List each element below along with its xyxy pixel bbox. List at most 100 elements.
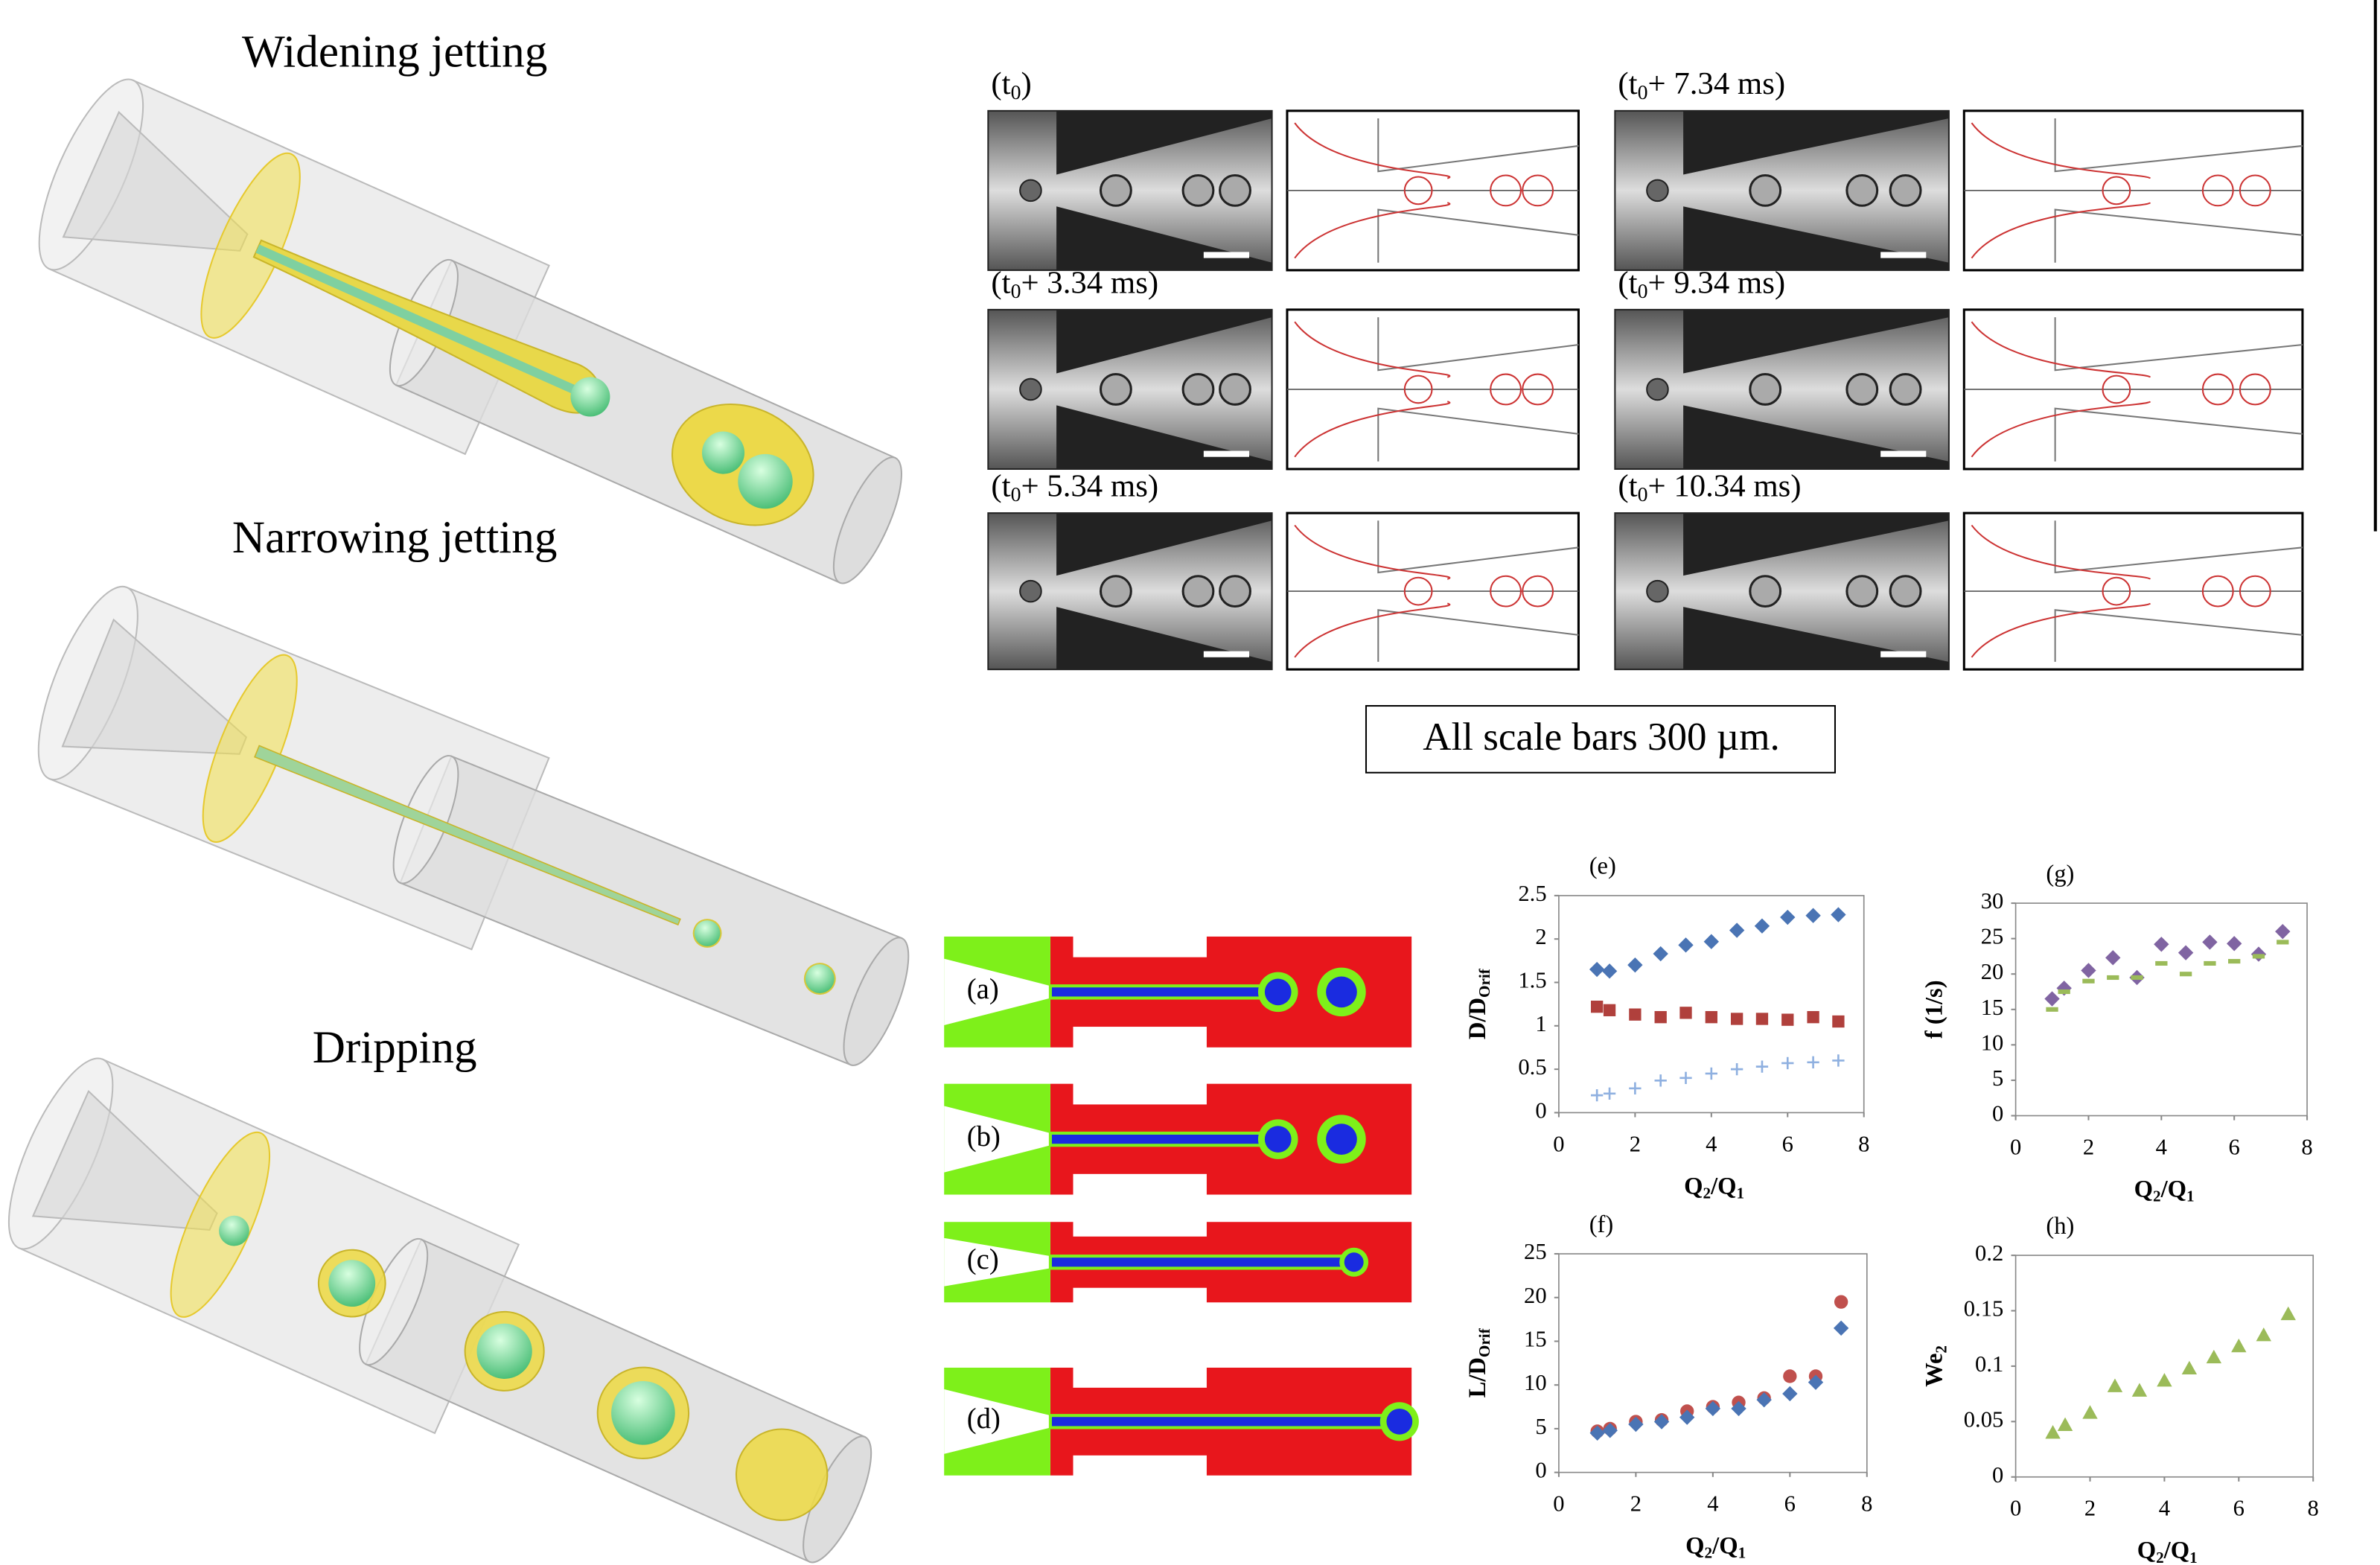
drop (1265, 978, 1292, 1005)
jet (1050, 986, 1278, 998)
text-part: We (1921, 1354, 1948, 1387)
x-tick-label: 6 (1784, 1491, 1796, 1517)
panel-label: (b) (967, 1121, 1001, 1153)
data-point (1655, 1074, 1667, 1086)
page: Widening jettingNarrowing jettingDrippin… (0, 0, 2380, 1565)
text-part: /Q (1711, 1533, 1738, 1560)
data-point (2131, 975, 2143, 980)
time-label: (t0+ 10.34 ms) (1618, 468, 1801, 506)
data-point (1591, 1001, 1603, 1013)
data-point (2155, 961, 2167, 966)
data-point (2154, 937, 2169, 952)
droplet (1890, 374, 1921, 405)
y-axis-label: D/DOrif (1464, 968, 1493, 1039)
y-tick-label: 0.15 (1964, 1296, 2004, 1322)
data-point (1832, 1016, 1844, 1027)
subscript: 0 (1638, 484, 1648, 507)
x-tick-label: 0 (2010, 1496, 2021, 1521)
data-point (1591, 1089, 1603, 1101)
text-part: L/D (1464, 1357, 1491, 1397)
y-tick-label: 0.2 (1975, 1240, 2003, 1266)
y-tick-label: 5 (1535, 1414, 1546, 1439)
data-point (1604, 1088, 1615, 1100)
data-point (1678, 937, 1693, 952)
data-point (1807, 1056, 1819, 1068)
channel-wall (1073, 1366, 1207, 1388)
x-tick-label: 0 (2010, 1134, 2021, 1159)
channel-wall (1073, 1220, 1207, 1237)
panel-label: (a) (967, 973, 999, 1005)
data-point (2275, 924, 2290, 939)
droplet (1847, 175, 1877, 205)
subscript: Orif (1475, 1327, 1493, 1357)
plot-area (1559, 1254, 1867, 1473)
data-point (1679, 1007, 1691, 1019)
data-point (1781, 1014, 1793, 1026)
droplet (1101, 576, 1132, 607)
x-tick-label: 4 (2159, 1496, 2170, 1521)
data-point (1629, 1009, 1641, 1021)
text-part: Q (2134, 1176, 2153, 1203)
y-tick-label: 0 (1535, 1458, 1546, 1483)
data-point (2082, 1405, 2097, 1418)
y-tick-label: 10 (1524, 1370, 1547, 1395)
subscript: 0 (1638, 81, 1648, 104)
y-tick-label: 15 (1981, 995, 2004, 1020)
data-point (2157, 1373, 2172, 1386)
x-tick-label: 0 (1553, 1131, 1564, 1156)
data-point (2202, 934, 2217, 949)
x-tick-label: 2 (2083, 1134, 2094, 1159)
data-point (1589, 962, 1604, 977)
y-tick-label: 20 (1981, 959, 2004, 984)
x-tick-label: 2 (2084, 1496, 2096, 1521)
droplet (1220, 576, 1251, 607)
y-tick-label: 15 (1524, 1326, 1547, 1351)
data-point (2132, 1383, 2147, 1396)
channel-wall (1073, 1456, 1207, 1477)
channel-wall (1073, 1288, 1207, 1304)
scale-bar (1880, 451, 1926, 457)
data-point (1756, 1013, 1768, 1024)
droplet (1847, 576, 1877, 607)
panel-label: (c) (967, 1243, 999, 1275)
text-part: /Q (1710, 1173, 1736, 1200)
droplet (1890, 576, 1921, 607)
subscript: 1 (1738, 1544, 1746, 1562)
data-point (2081, 963, 2096, 978)
droplet (1847, 374, 1877, 405)
data-point (1602, 963, 1617, 978)
data-point (1731, 1063, 1743, 1075)
channel-wall (1073, 1083, 1207, 1105)
time-label: (t0) (991, 66, 1031, 104)
drop (1265, 1126, 1292, 1153)
text-part: (t (1618, 265, 1637, 300)
y-tick-label: 20 (1524, 1283, 1547, 1308)
y-axis-label: We2 (1921, 1345, 1950, 1387)
text-part: + 5.34 ms) (1021, 468, 1158, 503)
data-point (1831, 907, 1845, 922)
text-part: + 7.34 ms) (1648, 66, 1786, 101)
panel-label: (e) (1589, 853, 1616, 880)
text-part: + 3.34 ms) (1021, 265, 1158, 300)
data-point (2277, 940, 2288, 944)
scale-bar (1880, 651, 1926, 657)
drop (1326, 977, 1357, 1008)
y-tick-label: 25 (1981, 924, 2004, 949)
droplet (1750, 576, 1781, 607)
droplet (1183, 374, 1213, 405)
data-point (2256, 1327, 2271, 1341)
text-part: (t (991, 265, 1010, 300)
droplet (1750, 374, 1781, 405)
subscript: 0 (1011, 484, 1021, 507)
y-tick-label: 2 (1535, 924, 1546, 949)
data-point (1782, 1386, 1797, 1401)
time-label: (t0+ 7.34 ms) (1618, 66, 1785, 104)
jet (1050, 1415, 1400, 1427)
y-tick-label: 0 (1535, 1097, 1546, 1123)
y-tick-label: 0.05 (1964, 1406, 2004, 1432)
text-part: (t (1618, 468, 1637, 503)
figure: Widening jettingNarrowing jettingDrippin… (0, 0, 2380, 1565)
text-part: + 10.34 ms) (1648, 468, 1802, 503)
subscript: 2 (1933, 1345, 1950, 1354)
text-part: (t (991, 66, 1010, 101)
